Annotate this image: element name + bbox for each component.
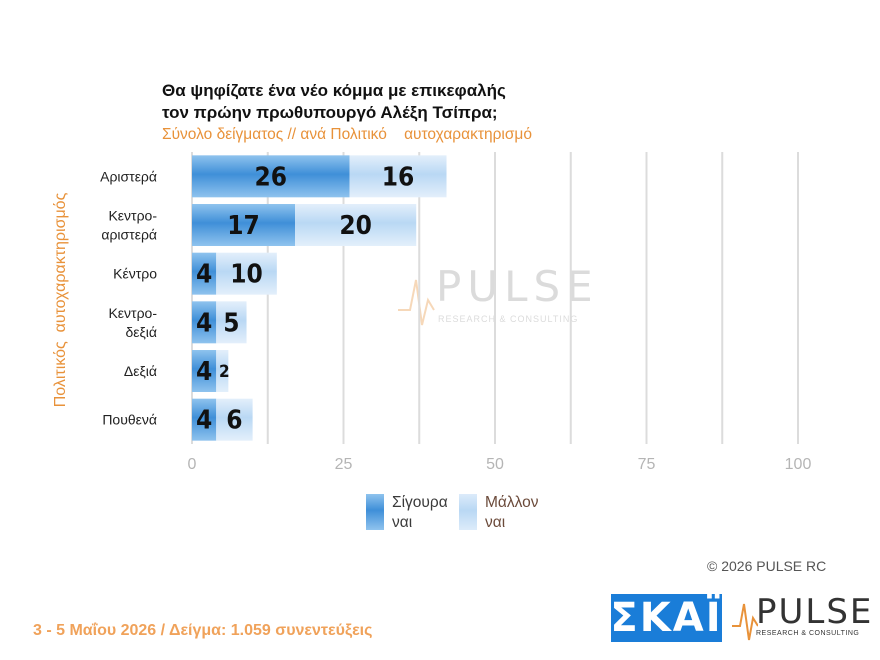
bar-segment <box>349 155 447 198</box>
bar-segment <box>192 398 217 441</box>
x-tick-label: 100 <box>785 456 812 473</box>
pulse-logo-word: PULSE <box>756 592 874 632</box>
data-label: 4 <box>196 406 212 436</box>
category-label: Κεντρο-αριστερά <box>101 208 157 243</box>
bar-segment <box>192 252 217 295</box>
legend-label-mallon-line-2: ναι <box>485 514 506 531</box>
x-tick-label: 0 <box>188 456 197 473</box>
data-label: 6 <box>226 406 242 436</box>
data-label: 4 <box>196 357 212 387</box>
skai-logo: ΣΚΑΪ <box>610 594 723 642</box>
category-label-line: δεξιά <box>125 324 157 340</box>
bar-segment <box>216 398 253 441</box>
chart-title-line-2: τον πρώην πρωθυπουργό Αλέξη Τσίπρα; <box>162 103 498 122</box>
bar-segment <box>192 155 350 198</box>
chart-title-line-1: Θα ψηφίζατε ένα νέο κόμμα με επικεφαλής <box>162 81 506 100</box>
bar-segment <box>192 301 217 344</box>
pulse-logo-wave-icon <box>732 603 758 641</box>
x-tick-label: 75 <box>638 456 656 473</box>
legend-label-sigoura-line-1: Σίγουρα <box>392 494 448 511</box>
category-label: Αριστερά <box>100 168 157 184</box>
legend-label-sigoura-line-2: ναι <box>392 514 413 531</box>
legend-label-sigoura: Σίγουρα ναι <box>392 493 448 533</box>
legend-swatch-mallon <box>459 494 477 530</box>
bar-segment <box>216 252 277 295</box>
chart-subtitle: Σύνολο δείγματος // ανά Πολιτικό αυτοχαρ… <box>162 126 532 143</box>
category-label-line: Πουθενά <box>102 412 157 428</box>
bar-segment <box>192 204 296 246</box>
bar-segment <box>295 204 417 246</box>
data-label: 4 <box>196 260 212 290</box>
bar-segment <box>216 301 247 344</box>
x-tick-label: 25 <box>335 456 353 473</box>
copyright-text: © 2026 PULSE RC <box>707 558 827 574</box>
watermark-subtitle: RESEARCH & CONSULTING <box>438 314 579 324</box>
watermark-word: PULSE <box>436 262 599 311</box>
data-label: 4 <box>196 308 212 338</box>
legend-label-mallon-line-1: Μάλλον <box>485 494 539 511</box>
data-label: 16 <box>382 162 415 192</box>
footer-text: 3 - 5 Μαΐου 2026 / Δείγμα: 1.059 συνεντε… <box>33 622 373 639</box>
category-label-line: Κεντρο- <box>108 208 157 224</box>
category-label: Δεξιά <box>124 363 157 379</box>
data-label: 10 <box>230 260 263 290</box>
category-label-line: Αριστερά <box>100 168 157 184</box>
pulse-logo: PULSE RESEARCH & CONSULTING <box>732 592 871 644</box>
legend-swatch-sigoura <box>366 494 384 530</box>
category-label-line: αριστερά <box>101 227 157 243</box>
x-tick-label: 50 <box>486 456 504 473</box>
data-label: 17 <box>227 211 260 241</box>
legend-label-mallon: Μάλλον ναι <box>485 493 539 533</box>
bar-segment <box>216 350 229 392</box>
category-label: Κέντρο <box>113 266 157 282</box>
category-label: Πουθενά <box>102 412 157 428</box>
data-label: 5 <box>223 308 239 338</box>
data-label: 26 <box>254 162 287 192</box>
category-label-line: Δεξιά <box>124 363 157 379</box>
pulse-logo-subtitle: RESEARCH & CONSULTING <box>756 630 860 637</box>
category-label-line: Κέντρο <box>113 266 157 282</box>
category-label-line: Κεντρο- <box>108 305 157 321</box>
chart-title: Θα ψηφίζατε ένα νέο κόμμα με επικεφαλής … <box>162 80 506 124</box>
category-label: Κεντρο-δεξιά <box>108 305 157 340</box>
data-label: 20 <box>339 211 372 241</box>
data-label: 2 <box>219 362 230 382</box>
bar-segment <box>192 350 217 392</box>
